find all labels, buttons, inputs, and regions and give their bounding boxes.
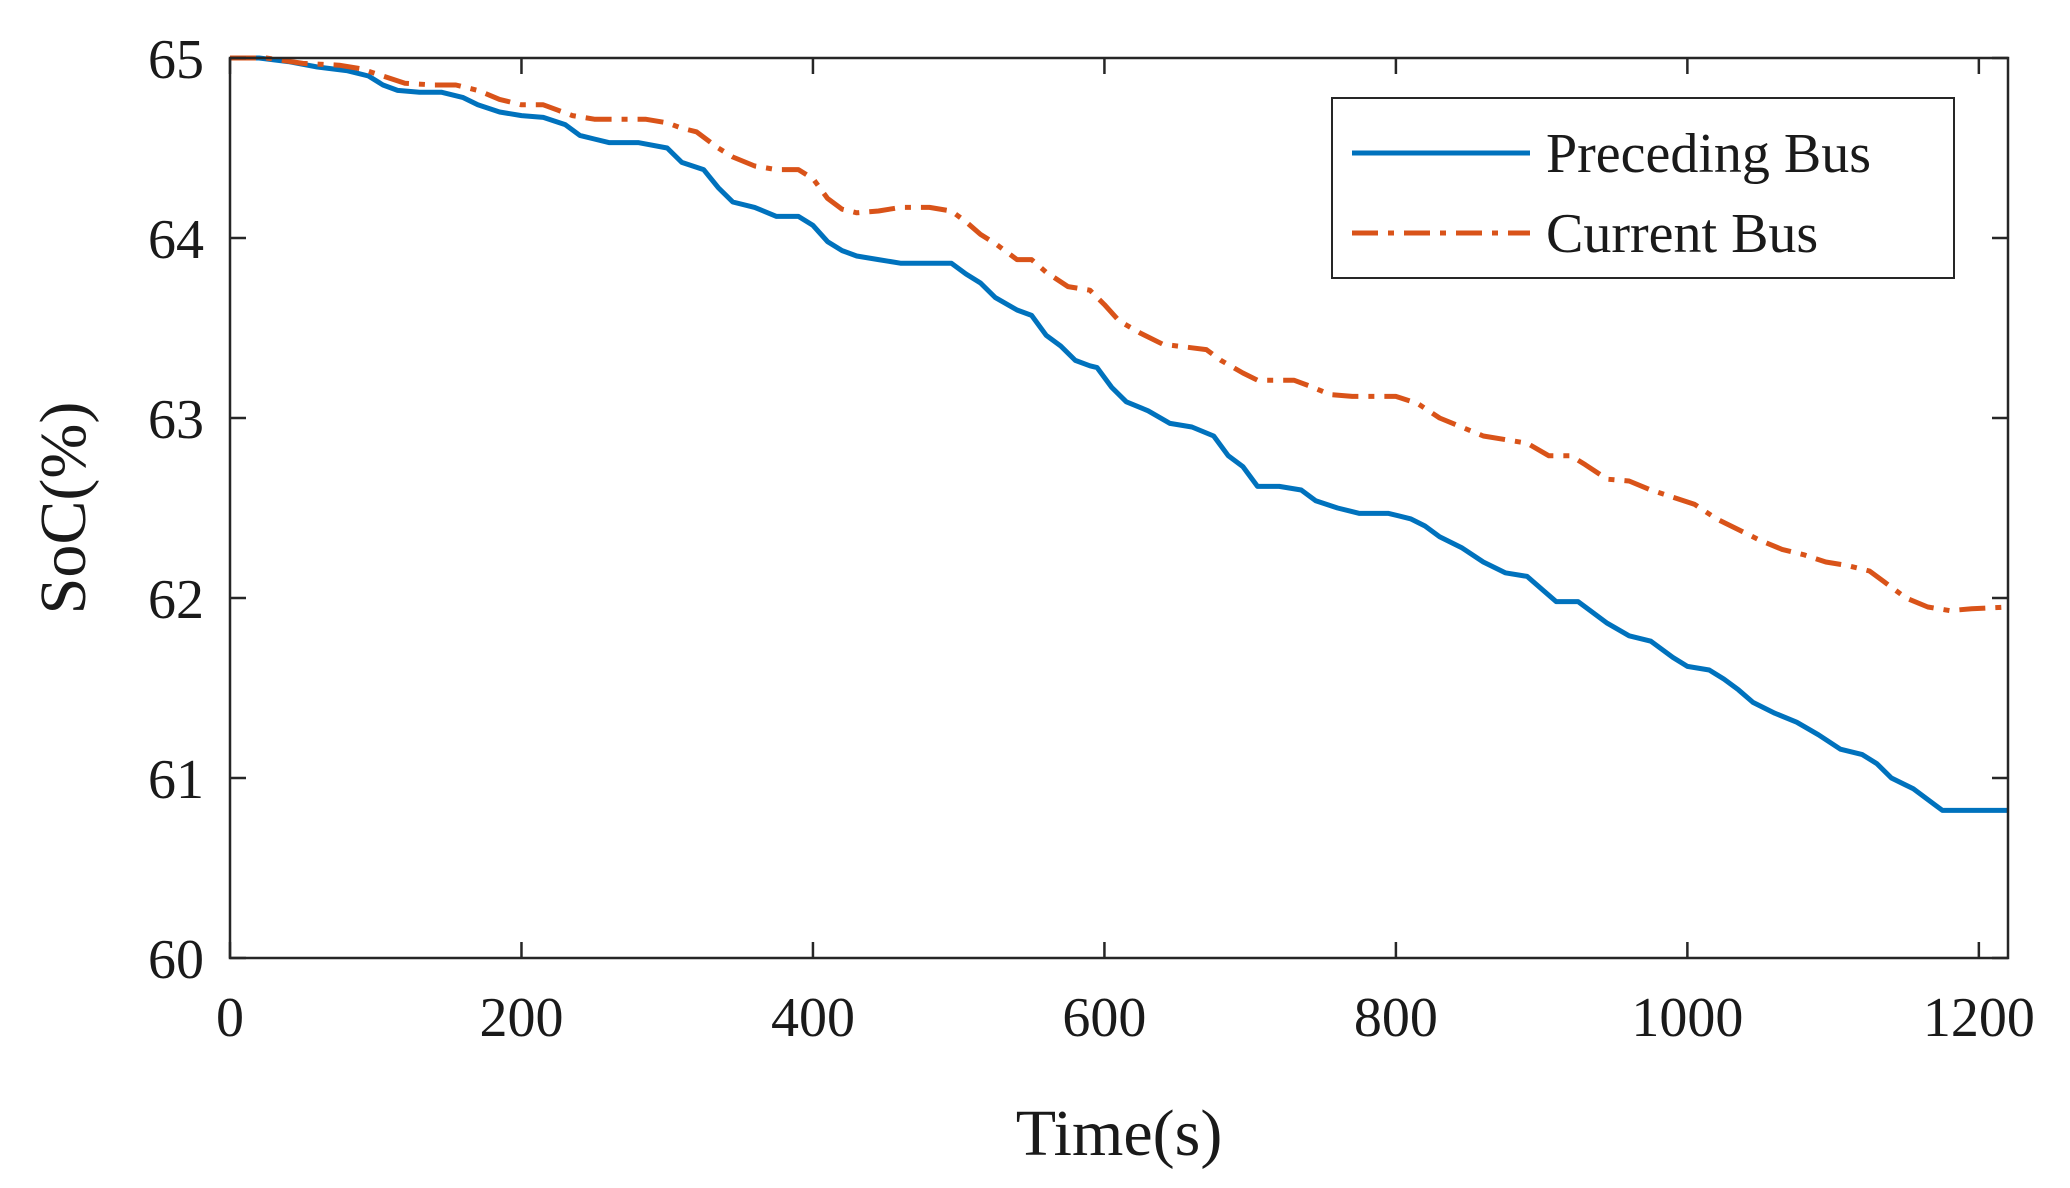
legend-label-current-bus: Current Bus [1546,203,1818,265]
series-line-current-bus [230,55,2009,614]
y-tick-label: 60 [148,929,204,991]
tick-layer: 0 200 400 600 800 1000 1200 60 61 62 63 64 65 [148,29,2035,1049]
legend: Preceding Bus Current Bus [1331,97,1955,279]
x-tick-label: 0 [216,987,244,1049]
y-tick-label: 61 [148,749,204,811]
y-tick-label: 62 [148,569,204,631]
x-tick-label: 1200 [1923,987,2035,1049]
series-line-preceding-bus [230,55,2008,813]
x-tick-label: 200 [479,987,563,1049]
axes-box [228,56,2010,960]
y-tick-label: 63 [148,389,204,451]
series-layer [230,55,2009,813]
x-tick-label: 400 [771,987,855,1049]
x-axis-label: Time(s) [1016,1097,1223,1170]
x-tick-label: 800 [1354,987,1438,1049]
legend-box [1331,97,1955,279]
y-tick-label: 64 [148,209,204,271]
x-tick-label: 600 [1062,987,1146,1049]
x-tick-label: 1000 [1631,987,1743,1049]
y-axis-label: SoC(%) [27,402,100,615]
y-tick-label: 65 [148,29,204,91]
legend-label-preceding-bus: Preceding Bus [1546,123,1871,185]
